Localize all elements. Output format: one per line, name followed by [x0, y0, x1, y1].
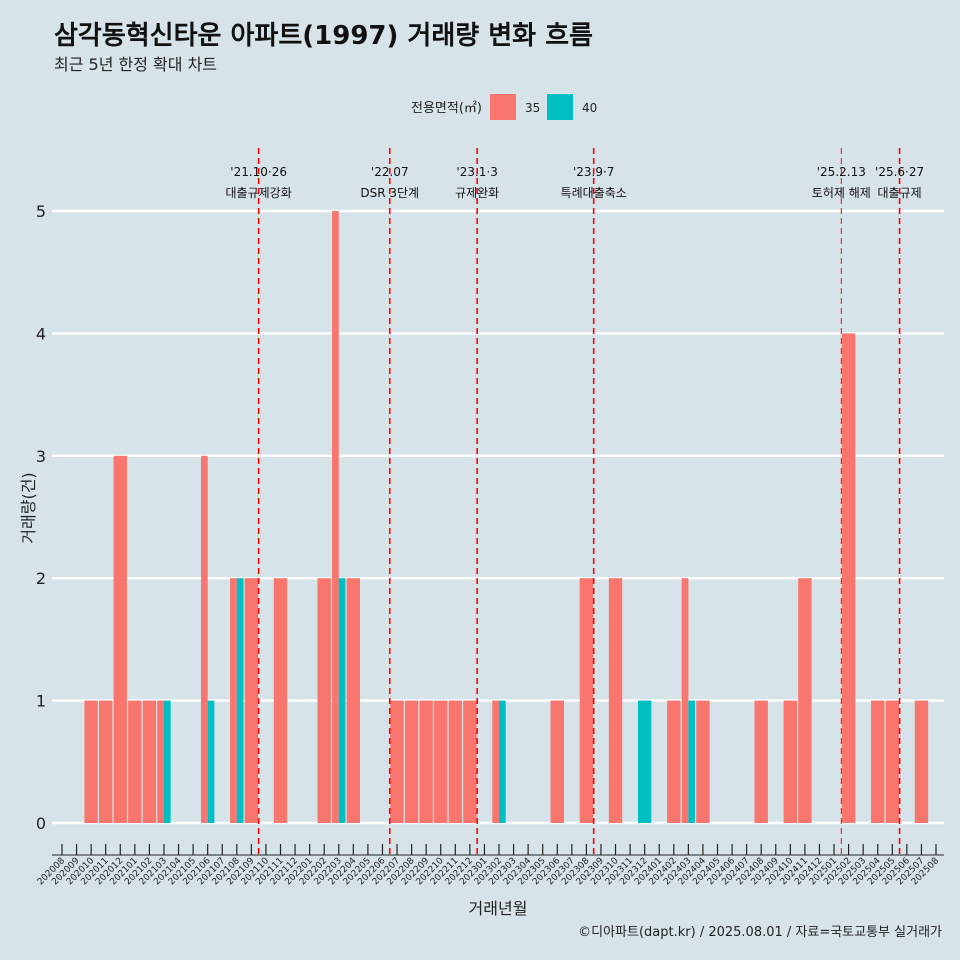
- bar-35-202211: [448, 700, 463, 823]
- bar-35-202103: [157, 700, 164, 823]
- annotation-label: 특례대출축소: [561, 186, 627, 200]
- bar-35-202102: [142, 700, 157, 823]
- y-axis: 0 1 2 3 4 5: [36, 202, 46, 833]
- annotation-label: DSR 3단계: [360, 186, 419, 200]
- bar-35-202209: [419, 700, 433, 823]
- legend: 전용면적(㎡) 35 40: [411, 94, 597, 120]
- bar-35-202011: [98, 700, 113, 823]
- bar-35-202111: [273, 578, 288, 823]
- x-axis-label: 거래년월: [469, 899, 528, 918]
- bar-35-202101: [128, 700, 142, 823]
- bar-35-202308: [579, 578, 594, 823]
- annotation-label: 대출규제: [877, 186, 921, 200]
- bar-35-202108: [230, 578, 237, 823]
- y-tick-label: 4: [36, 324, 46, 343]
- x-axis: 2020082020092020102020112020122021012021…: [36, 844, 944, 887]
- bar-40-202103: [163, 700, 171, 823]
- annotation-date: '23.9·7: [573, 165, 614, 179]
- legend-swatch-40: [547, 94, 573, 120]
- bars: [84, 211, 929, 823]
- annotations: '21.10·26 대출규제강화 '22.07 DSR 3단계 '23.1·3 규제완화 '…: [226, 148, 924, 855]
- annotation-date: '22.07: [371, 165, 409, 179]
- annotation-label: 토허제 해제: [812, 186, 871, 200]
- annotation-label: 규제완화: [455, 186, 499, 200]
- bar-35-202402: [667, 700, 681, 823]
- bar-35-202507: [914, 700, 929, 823]
- y-tick-label: 3: [36, 447, 46, 466]
- legend-label: 35: [525, 101, 540, 115]
- annotation-date: '21.10·26: [230, 165, 287, 179]
- bar-35-202210: [434, 700, 448, 823]
- annotation-date: '25.2.13: [817, 165, 866, 179]
- bar-35-202403: [681, 578, 689, 823]
- bar-35-202012: [113, 455, 127, 823]
- legend-title: 전용면적(㎡): [411, 101, 482, 116]
- bar-35-202404: [696, 700, 710, 823]
- bar-35-202208: [404, 700, 419, 823]
- chart-caption: ©디아파트(dapt.kr) / 2025.08.01 / 자료=국토교통부 실…: [578, 925, 942, 940]
- bar-40-202312: [637, 700, 652, 823]
- chart-subtitle: 최근 5년 한정 확대 차트: [54, 55, 217, 74]
- bar-35-202408: [754, 700, 768, 823]
- bar-35-202207: [390, 700, 404, 823]
- y-tick-label: 0: [36, 814, 46, 833]
- bar-35-202212: [463, 700, 477, 823]
- bar-35-202203: [332, 211, 339, 823]
- bar-35-202010: [84, 700, 98, 823]
- y-tick-label: 2: [36, 569, 46, 588]
- bar-40-202203: [338, 578, 346, 823]
- y-tick-label: 1: [36, 692, 46, 711]
- bar-35-202410: [783, 700, 798, 823]
- legend-swatch-35: [490, 94, 516, 120]
- bar-35-202504: [871, 700, 885, 823]
- bar-35-202502: [841, 333, 856, 823]
- bar-40-202106: [207, 700, 215, 823]
- bar-35-202202: [317, 578, 331, 823]
- bar-35-202302: [492, 700, 499, 823]
- bar-35-202204: [346, 578, 361, 823]
- bar-35-202306: [550, 700, 564, 823]
- annotation-date: '25.6·27: [875, 165, 924, 179]
- annotation-date: '23.1·3: [456, 165, 497, 179]
- bar-35-202505: [885, 700, 900, 823]
- bar-40-202108: [236, 578, 244, 823]
- y-axis-label: 거래량(건): [19, 472, 38, 543]
- y-tick-label: 5: [36, 202, 46, 221]
- chart-title: 삼각동혁신타운 아파트(1997) 거래량 변화 흐름: [54, 21, 593, 51]
- legend-label: 40: [582, 101, 597, 115]
- bar-35-202310: [608, 578, 623, 823]
- bar-35-202411: [798, 578, 812, 823]
- annotation-label: 대출규제강화: [226, 186, 292, 200]
- bar-40-202302: [499, 700, 506, 823]
- bar-35-202106: [200, 455, 208, 823]
- bar-40-202403: [688, 700, 696, 823]
- bar-35-202109: [244, 578, 259, 823]
